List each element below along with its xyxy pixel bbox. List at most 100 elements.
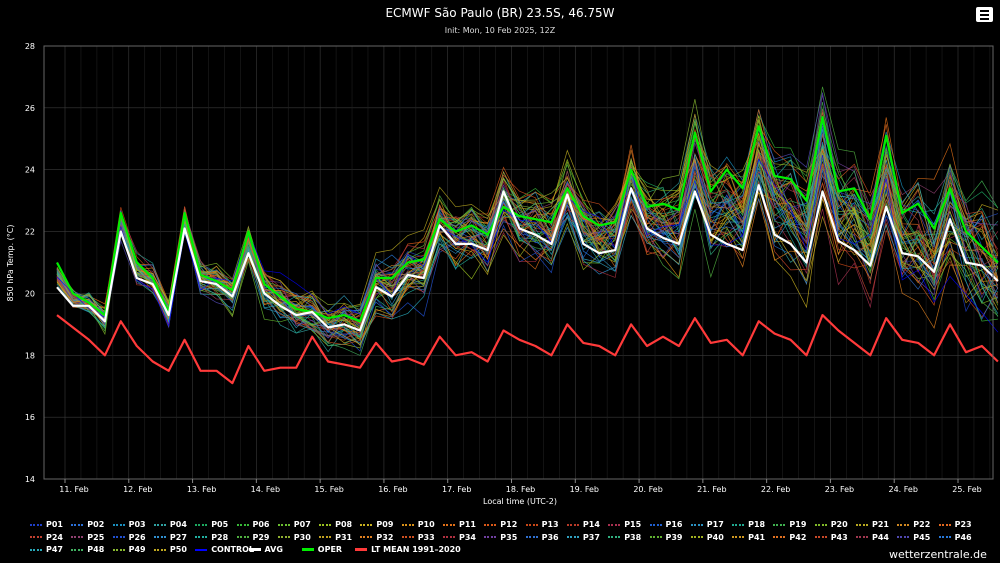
legend-item: P20 [814, 520, 848, 529]
legend-swatch [608, 523, 621, 526]
legend-swatch [690, 536, 703, 538]
legend-label: P34 [459, 532, 476, 542]
legend-item: P47 [30, 545, 63, 554]
legend-item: P36 [525, 533, 559, 542]
legend-item: P03 [112, 520, 146, 529]
legend-label: P44 [872, 532, 889, 542]
legend-label: P20 [830, 520, 848, 529]
legend-item: P37 [566, 532, 600, 542]
legend-item: P43 [814, 532, 848, 542]
legend-label: P43 [830, 532, 848, 542]
x-tick-label: 19. Feb [570, 485, 599, 494]
legend-item: P15 [608, 520, 641, 529]
legend-item: P17 [690, 520, 724, 529]
legend-label: P32 [376, 532, 394, 542]
legend-label: P31 [335, 532, 353, 542]
ensemble-member-line [56, 128, 999, 337]
legend-label: P38 [624, 532, 642, 542]
legend-label: P10 [417, 520, 435, 529]
legend-item: P50 [153, 545, 187, 554]
legend-label: P26 [128, 532, 146, 542]
legend-item: P42 [773, 533, 806, 542]
legend-swatch [938, 523, 951, 526]
legend-swatch [401, 523, 414, 526]
legend-label: P45 [913, 532, 931, 542]
legend-label: P46 [954, 532, 972, 542]
legend-item: P04 [153, 520, 187, 529]
legend-swatch [319, 536, 332, 538]
menu-icon[interactable] [976, 7, 993, 22]
legend-label: LT MEAN 1991–2020 [371, 545, 461, 554]
series-line-oper [56, 115, 999, 323]
legend-swatch [938, 536, 951, 538]
legend-label: P07 [293, 520, 311, 529]
legend-swatch [195, 523, 208, 526]
legend-swatch [30, 548, 42, 551]
y-tick-label: 14 [25, 475, 35, 484]
legend-item: P40 [690, 533, 724, 542]
legend-swatch [443, 523, 455, 526]
watermark: wetterzentrale.de [889, 548, 987, 561]
legend-label: P25 [87, 532, 105, 542]
legend-swatch [856, 523, 868, 526]
legend-item: P41 [732, 533, 765, 542]
x-tick-label: 14. Feb [251, 485, 280, 494]
chart-subtitle: Init: Mon, 10 Feb 2025, 12Z [444, 26, 556, 35]
legend-swatch [153, 548, 166, 551]
legend-swatch [732, 523, 745, 526]
legend-swatch [30, 536, 42, 538]
x-axis-label: Local time (UTC-2) [483, 497, 557, 506]
legend-swatch [71, 536, 84, 538]
x-tick-label: 15. Feb [314, 485, 343, 494]
legend-label: P02 [87, 520, 105, 529]
legend-swatch [897, 536, 910, 538]
x-tick-label: 22. Feb [761, 485, 790, 494]
legend-item: P12 [484, 520, 517, 529]
y-tick-label: 22 [25, 228, 35, 237]
legend-label: P18 [748, 520, 766, 529]
x-tick-label: 12. Feb [123, 485, 152, 494]
legend-swatch [360, 523, 373, 526]
legend-swatch [566, 523, 579, 526]
legend-swatch [153, 536, 166, 538]
legend-swatch [566, 536, 579, 538]
legend-label: P01 [46, 520, 63, 529]
legend-swatch [360, 536, 373, 538]
ensemble-member-line [56, 138, 999, 341]
legend-swatch [484, 523, 497, 526]
legend-swatch [401, 536, 414, 538]
legend-item: P27 [153, 533, 187, 542]
legend-item: P07 [277, 520, 311, 529]
legend-label: P17 [706, 520, 724, 529]
legend-item: P18 [732, 520, 765, 529]
x-tick-label: 20. Feb [633, 485, 662, 494]
legend-item: P33 [401, 533, 435, 542]
legend-label: P37 [582, 532, 600, 542]
ensemble-member-line [56, 152, 999, 330]
legend-swatch [525, 523, 538, 526]
ensemble-member-line [56, 170, 999, 333]
y-tick-label: 18 [25, 351, 35, 360]
legend-item: OPER [301, 545, 342, 554]
legend-item: AVG [248, 545, 283, 554]
x-tick-label: 17. Feb [442, 485, 471, 494]
legend-label: P12 [500, 520, 518, 529]
legend-item: P23 [938, 520, 972, 529]
legend-item: P16 [649, 520, 683, 529]
legend-item: P32 [360, 533, 393, 542]
ensemble-member-line [56, 108, 998, 338]
legend-swatch [649, 523, 662, 526]
x-tick-label: 16. Feb [378, 485, 407, 494]
legend-swatch [112, 536, 125, 538]
legend-label: P41 [748, 532, 766, 542]
legend-item: P06 [236, 520, 270, 529]
ensemble-member-line [56, 151, 999, 331]
legend-item: P45 [897, 533, 930, 542]
ensemble-member-line [56, 149, 998, 329]
legend-label: P50 [169, 545, 187, 554]
legend-swatch [443, 536, 455, 538]
legend-label: P35 [500, 532, 518, 542]
ensemble-member-line [56, 142, 999, 333]
chart-title: ECMWF São Paulo (BR) 23.5S, 46.75W [385, 6, 615, 20]
legend-item: P38 [608, 533, 641, 542]
